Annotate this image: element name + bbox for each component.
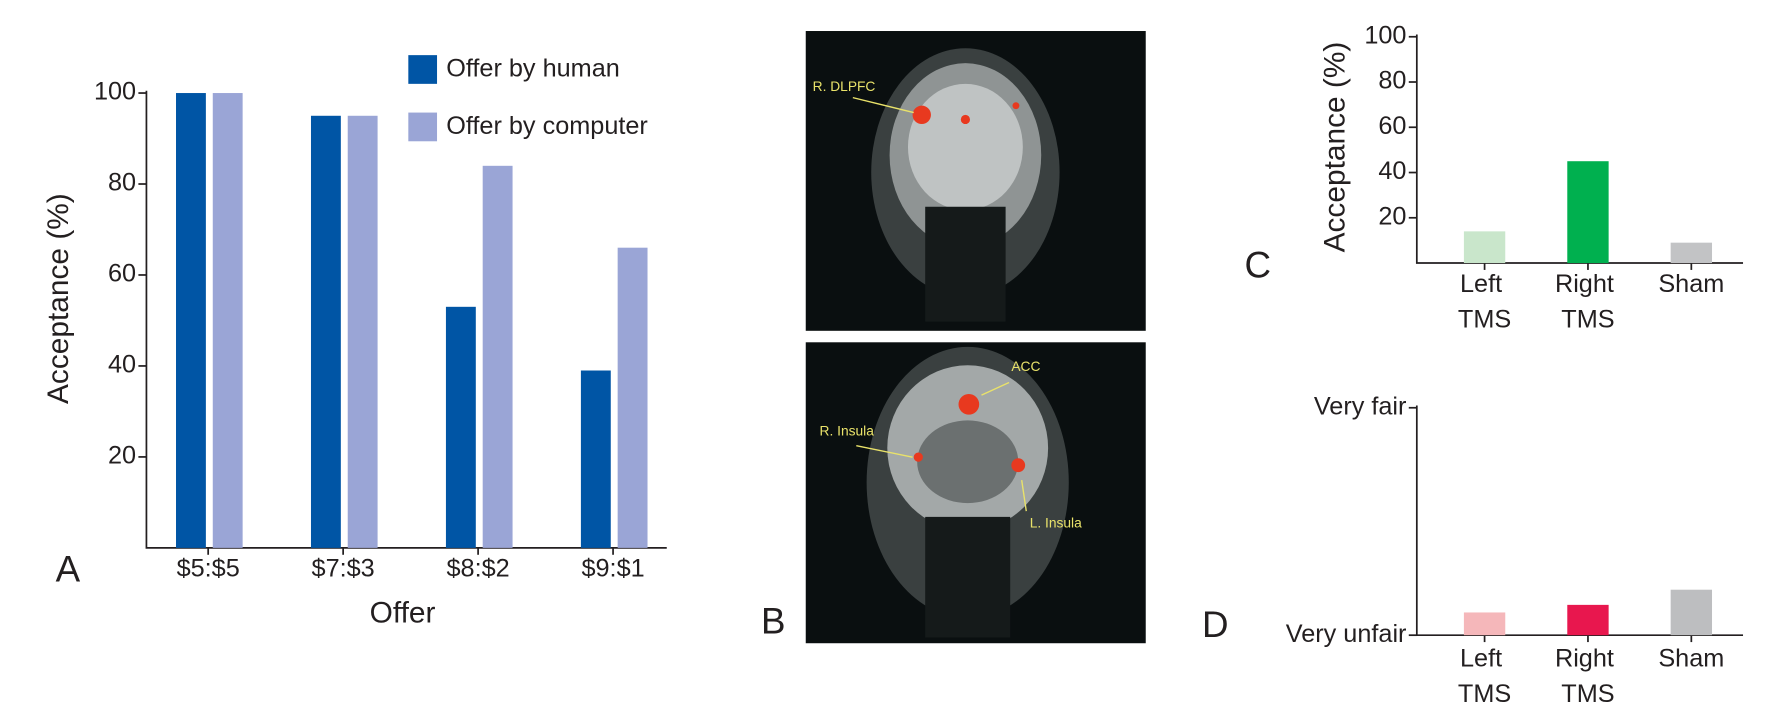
bar xyxy=(1463,231,1506,264)
y-axis-title: Acceptance (%) xyxy=(1318,42,1351,253)
legend-swatch xyxy=(408,112,438,142)
x-tick-label: $7:$3 xyxy=(312,554,375,582)
bar xyxy=(347,115,378,548)
bar xyxy=(580,370,611,548)
bar xyxy=(310,115,341,548)
bar xyxy=(1670,242,1713,264)
image-label: L. Insula xyxy=(1030,515,1082,530)
y-tick-label: 20 xyxy=(1378,202,1406,230)
bar xyxy=(1670,589,1713,636)
y-tick-label: 100 xyxy=(94,78,136,106)
axis xyxy=(1415,34,1744,264)
y-tick-label: 100 xyxy=(1364,21,1406,49)
image-label: ACC xyxy=(1011,359,1040,374)
bar xyxy=(617,247,648,548)
legend-swatch xyxy=(408,55,438,84)
y-axis-title: Acceptance (%) xyxy=(42,193,75,404)
y-tick-label: 40 xyxy=(108,351,136,379)
x-tick-label: $8:$2 xyxy=(447,554,510,582)
legend-label: Offer by human xyxy=(446,55,620,83)
y-tick-label: Very unfair xyxy=(1286,620,1407,648)
y-tick-label: 80 xyxy=(108,169,136,197)
panel-label: A xyxy=(56,549,81,590)
x-tick-label: $5:$5 xyxy=(177,554,240,582)
panel-label: D xyxy=(1202,604,1229,645)
y-tick-label: Very fair xyxy=(1314,392,1407,420)
x-axis-title: Offer xyxy=(370,596,436,629)
x-tick-label: Right TMS xyxy=(1555,270,1621,334)
bar xyxy=(445,306,476,548)
y-tick-label: 60 xyxy=(108,260,136,288)
bar xyxy=(1567,161,1609,264)
y-tick-label: 40 xyxy=(1378,157,1406,185)
axis xyxy=(145,90,667,549)
brain-scan-top xyxy=(805,31,1146,331)
bar xyxy=(1567,604,1609,636)
image-label: R. Insula xyxy=(820,424,875,439)
bar xyxy=(176,93,206,548)
legend-label: Offer by computer xyxy=(446,112,648,140)
panel-label: B xyxy=(761,600,786,641)
brain-scan-bottom xyxy=(805,342,1146,644)
x-tick-label: Right TMS xyxy=(1555,644,1621,708)
x-tick-label: Sham xyxy=(1658,644,1724,672)
y-tick-label: 60 xyxy=(1378,112,1406,140)
x-tick-label: Left TMS xyxy=(1458,270,1511,334)
y-tick-label: 80 xyxy=(1378,67,1406,95)
panel-label: C xyxy=(1245,244,1272,285)
x-tick-label: Sham xyxy=(1658,270,1724,298)
image-label: R. DLPFC xyxy=(813,79,876,94)
bar xyxy=(212,93,243,548)
y-tick-label: 20 xyxy=(108,442,136,470)
x-tick-label: $9:$1 xyxy=(581,554,644,582)
bar xyxy=(482,165,513,548)
x-tick-label: Left TMS xyxy=(1458,644,1511,708)
bar xyxy=(1463,612,1506,636)
